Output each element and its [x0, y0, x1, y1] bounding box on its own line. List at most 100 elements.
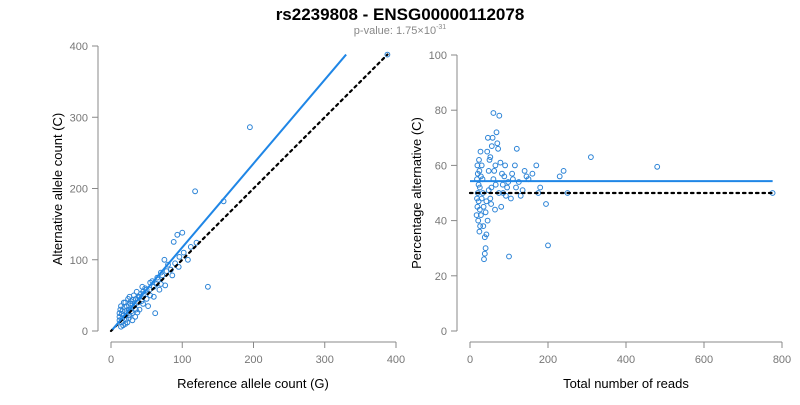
data-point — [176, 254, 183, 260]
data-point — [476, 168, 483, 174]
data-point — [475, 217, 482, 224]
subtitle-exponent: -31 — [436, 24, 446, 31]
data-point — [120, 322, 126, 329]
data-point — [545, 242, 551, 249]
data-point — [513, 184, 519, 191]
data-point — [497, 159, 504, 166]
data-point — [126, 293, 133, 300]
data-point — [588, 154, 594, 161]
data-point — [485, 134, 491, 141]
data-point — [185, 256, 191, 263]
data-point — [475, 181, 482, 188]
data-point — [474, 170, 481, 177]
data-point — [496, 112, 503, 119]
data-point — [133, 288, 140, 295]
data-point — [493, 129, 500, 136]
data-point — [132, 313, 139, 320]
data-point — [478, 195, 485, 202]
data-point — [483, 231, 490, 238]
data-point — [480, 223, 487, 230]
x-tick-label-percentage: 600 — [695, 354, 713, 366]
data-point — [517, 192, 524, 199]
x-tick-label-allele-counts: 0 — [108, 354, 114, 366]
data-point — [474, 203, 481, 210]
data-point — [537, 184, 544, 191]
data-point — [165, 261, 171, 268]
data-point — [122, 299, 129, 306]
data-point — [169, 272, 176, 279]
data-point — [159, 272, 166, 279]
data-point — [482, 245, 489, 252]
data-point — [158, 269, 164, 276]
data-point — [560, 168, 567, 174]
data-point — [476, 157, 482, 163]
y-tick-label-percentage: 20 — [435, 271, 447, 283]
x-axis-label-allele-counts: Reference allele count (G) — [177, 376, 329, 391]
data-point — [509, 170, 515, 177]
x-tick-label-allele-counts: 300 — [316, 354, 334, 366]
y-axis-label-percentage: Percentage alternative (C) — [409, 117, 424, 269]
x-tick-label-allele-counts: 100 — [173, 354, 191, 366]
data-point — [174, 231, 181, 238]
data-point — [523, 173, 530, 180]
data-point — [474, 162, 481, 169]
data-point — [512, 162, 518, 169]
y-tick-label-allele-counts: 300 — [70, 112, 88, 124]
data-point — [503, 192, 509, 199]
data-point — [483, 198, 490, 205]
data-point — [521, 168, 528, 174]
y-axis-label-allele-counts: Alternative allele count (C) — [50, 113, 65, 265]
data-point — [180, 249, 187, 256]
data-point — [134, 309, 141, 316]
data-point — [163, 268, 170, 275]
y-tick-label-allele-counts: 100 — [70, 255, 88, 267]
y-tick-label-allele-counts: 0 — [82, 326, 88, 338]
data-point — [473, 212, 480, 219]
panel-allele-counts: Reference allele count (G) Alternative a… — [50, 41, 405, 391]
data-point — [487, 154, 494, 161]
data-point — [477, 148, 484, 155]
y-tick-label-percentage: 100 — [429, 50, 447, 62]
data-point — [478, 212, 484, 219]
data-point — [543, 201, 549, 207]
data-point — [481, 250, 488, 257]
data-point — [205, 283, 211, 290]
data-point — [502, 162, 509, 169]
data-point — [488, 143, 495, 150]
y-tick-label-allele-counts: 400 — [70, 41, 88, 53]
data-point — [170, 239, 177, 245]
data-point — [499, 170, 505, 177]
data-point — [481, 234, 488, 241]
data-point — [486, 157, 493, 163]
data-point — [498, 203, 505, 210]
data-point — [124, 319, 131, 326]
data-point — [118, 303, 124, 310]
y-tick-label-allele-counts: 200 — [70, 184, 88, 196]
data-point — [161, 256, 168, 263]
data-point — [488, 201, 495, 207]
data-point — [485, 168, 492, 174]
data-point — [654, 163, 661, 170]
data-point — [529, 170, 536, 177]
x-tick-label-allele-counts: 200 — [244, 354, 262, 366]
data-point — [138, 298, 145, 305]
data-point — [474, 195, 480, 202]
data-point — [492, 162, 499, 169]
data-point — [384, 51, 391, 58]
data-point — [484, 148, 491, 155]
data-point — [494, 140, 501, 147]
x-tick-label-percentage: 0 — [467, 354, 473, 366]
data-point — [150, 293, 157, 300]
panel-percentage: Total number of reads Percentage alterna… — [409, 50, 791, 391]
reference-line-allele-counts — [109, 53, 389, 333]
data-point — [156, 286, 163, 293]
data-point — [145, 303, 152, 310]
data-point — [476, 184, 483, 191]
x-tick-label-allele-counts: 400 — [387, 354, 405, 366]
x-axis-label-percentage: Total number of reads — [563, 376, 689, 391]
chart-subtitle: p-value: 1.75×10-31 — [354, 24, 446, 37]
y-tick-label-percentage: 60 — [435, 160, 447, 172]
data-point — [491, 168, 498, 174]
